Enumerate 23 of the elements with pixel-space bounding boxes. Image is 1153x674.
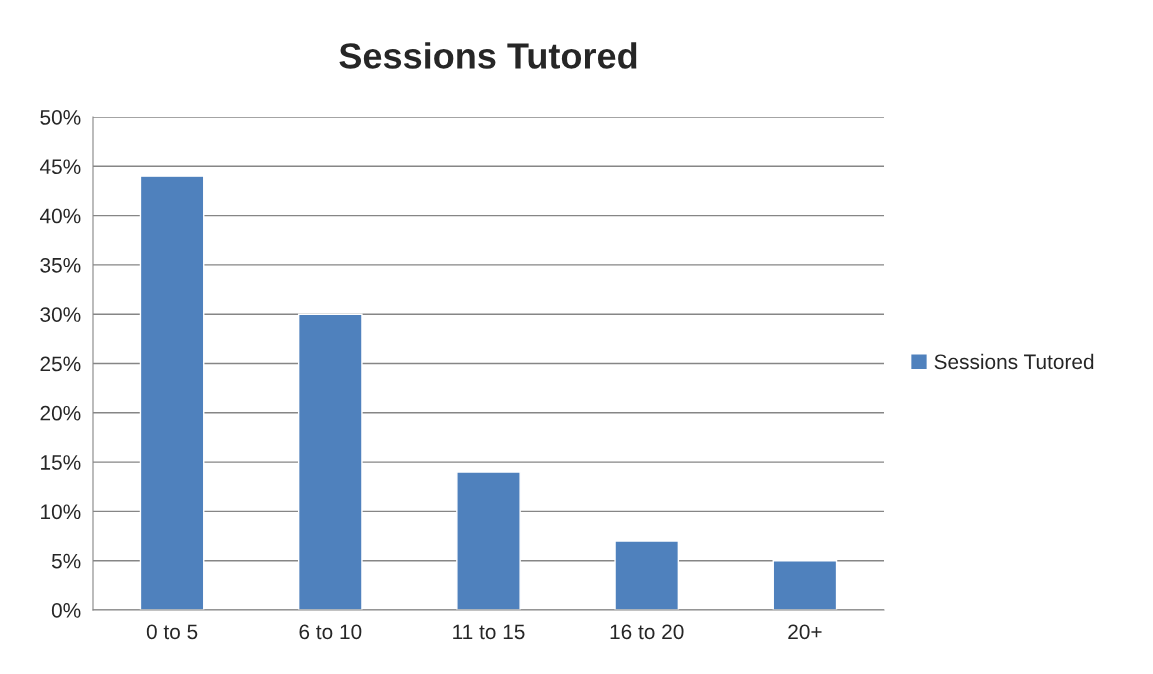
y-tick-label: 40%	[39, 208, 81, 224]
y-tick-label: 20%	[40, 405, 81, 421]
bar	[139, 175, 205, 610]
bar	[297, 313, 363, 610]
chart-title: Sessions Tutored	[339, 42, 637, 69]
y-tick-label: 5%	[51, 553, 81, 569]
x-tick-label: 11 to 15	[453, 624, 525, 640]
x-tick-label: 6 to 10	[299, 624, 362, 640]
y-tick-label: 25%	[40, 356, 81, 372]
x-tick-label: 20+	[788, 624, 822, 640]
y-tick-label: 15%	[41, 455, 81, 470]
y-tick-label: 10%	[41, 504, 81, 520]
y-tick-label: 35%	[40, 257, 81, 273]
x-tick-label: 0 to 5	[146, 624, 198, 640]
bar	[772, 560, 838, 610]
legend-label: Sessions Tutored	[934, 353, 1094, 370]
y-tick-label: 45%	[39, 159, 81, 175]
x-tick-label: 16 to 20	[610, 624, 684, 640]
y-tick-label: 0%	[51, 603, 81, 618]
bar	[614, 540, 680, 610]
y-tick-label: 30%	[40, 307, 81, 322]
y-tick-label: 50%	[40, 110, 81, 125]
bar	[456, 471, 521, 610]
